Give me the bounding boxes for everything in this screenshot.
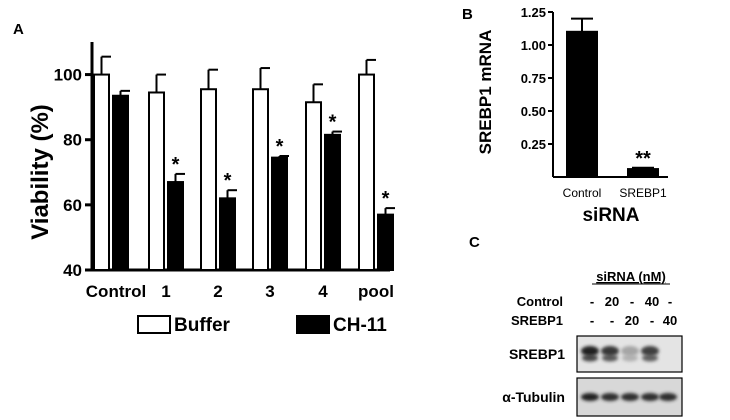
panel-a-bar xyxy=(271,156,288,271)
blot-band xyxy=(601,346,619,356)
panel-b-chart: 0.25 0.50 0.75 1.00 1.25 Control SREBP1 ** xyxy=(521,5,668,200)
panel-a-xtick-label: pool xyxy=(358,282,394,301)
blot-band xyxy=(642,354,658,362)
blot-condition-label: Control xyxy=(517,294,563,309)
panel-c-letter: C xyxy=(469,234,480,251)
blot-condition-cell: 20 xyxy=(605,294,619,309)
blot-band xyxy=(581,393,599,401)
panel-a-significance: * xyxy=(382,188,390,210)
panel-a-bar xyxy=(252,88,269,271)
legend-swatch-buffer xyxy=(137,315,171,334)
panel-c-blot: Control -20-40 -SREBP1- -20-40SREBP1α-Tubul… xyxy=(502,294,683,417)
blot-condition-cell: 20 xyxy=(625,313,639,328)
panel-b-ytick-label: 1.25 xyxy=(521,5,546,20)
panel-a-xtick-label: 1 xyxy=(161,282,170,301)
panel-a-xtick-label: 2 xyxy=(213,282,222,301)
panel-a-letter: A xyxy=(13,21,24,38)
blot-band-label: α-Tubulin xyxy=(502,389,565,405)
panel-a-bar xyxy=(219,197,236,271)
blot-band xyxy=(602,354,618,362)
panel-a-xtick-label: 4 xyxy=(318,282,328,301)
blot-band xyxy=(581,346,599,356)
blot-condition-cell: - xyxy=(610,313,614,328)
panel-a-ytick-label: 40 xyxy=(63,261,82,280)
panel-b-letter: B xyxy=(462,6,473,23)
panel-a-bar xyxy=(200,88,217,271)
blot-condition-cell: 40 xyxy=(645,294,659,309)
panel-a-significance: * xyxy=(224,170,232,192)
panel-b-xtick-label: Control xyxy=(563,186,602,200)
panel-a-chart: 40 60 80 100 Control 1 * 2 * 3 * 4 * pool * xyxy=(54,42,395,301)
panel-a-bar xyxy=(93,73,110,271)
panel-b-bar xyxy=(566,30,598,178)
panel-b-xtick-label: SREBP1 xyxy=(619,186,667,200)
blot-band xyxy=(621,393,639,401)
panel-a-bar xyxy=(305,101,322,271)
panel-a-bar xyxy=(377,213,394,271)
panel-a-significance: * xyxy=(172,154,180,176)
panel-a-ytick-label: 80 xyxy=(63,131,82,150)
blot-band xyxy=(601,393,619,401)
blot-band xyxy=(621,346,639,356)
blot-condition-cell: - xyxy=(590,294,594,309)
panel-b-xlabel: siRNA xyxy=(582,205,639,226)
panel-a-xtick-label: 3 xyxy=(265,282,274,301)
blot-condition-cell: - xyxy=(668,294,672,309)
panel-a-ytick-label: 60 xyxy=(63,196,82,215)
blot-condition-cell: - xyxy=(650,313,654,328)
panel-b-ytick-label: 0.50 xyxy=(521,104,546,119)
panel-a-ylabel: Viability (%) xyxy=(27,104,54,240)
blot-header: siRNA (nM) xyxy=(596,269,666,284)
blot-band xyxy=(641,393,659,401)
panel-b-ytick-label: 0.75 xyxy=(521,71,546,86)
panel-a-bar xyxy=(358,73,375,271)
panel-a-bar xyxy=(112,94,129,271)
panel-a-significance: * xyxy=(276,136,284,158)
panel-a-bar xyxy=(167,181,184,271)
panel-b-ylabel: SREBP1 mRNA xyxy=(476,30,495,155)
panel-a-bar xyxy=(324,133,341,271)
blot-condition-cell: - xyxy=(590,313,594,328)
legend-label-buffer: Buffer xyxy=(174,315,231,336)
legend-label-ch11: CH-11 xyxy=(333,315,387,336)
panel-a-significance: * xyxy=(329,112,337,134)
blot-condition-cell: 40 xyxy=(663,313,677,328)
panel-a-ytick-label: 100 xyxy=(54,66,82,85)
blot-band xyxy=(622,354,638,362)
panel-b-bar xyxy=(627,168,659,179)
blot-band-label: SREBP1 xyxy=(509,346,565,362)
legend-swatch-ch11 xyxy=(296,315,330,334)
panel-a-xtick-label: Control xyxy=(86,282,146,301)
blot-band xyxy=(582,354,598,362)
panel-b-ytick-label: 1.00 xyxy=(521,38,546,53)
panel-b-ytick-label: 0.25 xyxy=(521,137,546,152)
blot-condition-label: SREBP1 xyxy=(511,313,563,328)
panel-b-significance: ** xyxy=(635,148,651,170)
blot-band xyxy=(641,346,659,356)
panel-a-bar xyxy=(148,91,165,271)
blot-condition-cell: - xyxy=(630,294,634,309)
blot-band xyxy=(659,393,677,401)
